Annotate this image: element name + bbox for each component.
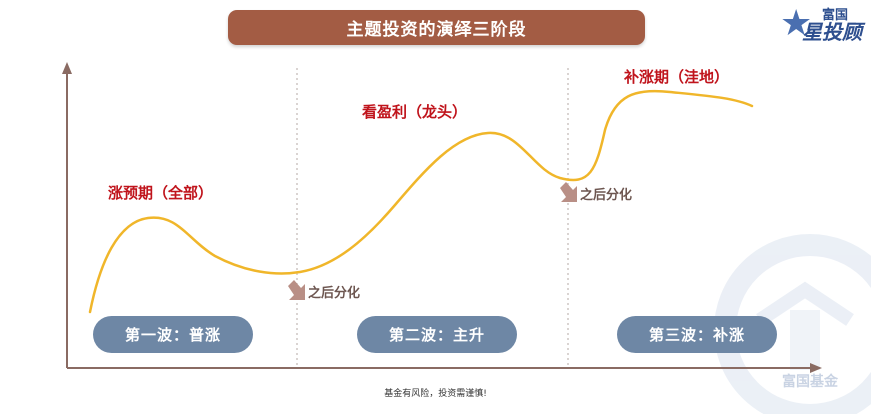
diagram-title: 主题投资的演绎三阶段 (228, 10, 645, 45)
logo-top-text: 富国 (822, 8, 849, 23)
trend-curve (88, 89, 754, 314)
divergence-note-2: 之后分化 (558, 182, 632, 204)
star-icon: ★ (780, 3, 813, 44)
watermark-text: 富国基金 (782, 374, 838, 390)
phase-label-1: 涨预期（全部） (108, 184, 214, 202)
risk-disclaimer: 基金有风险，投资需谨慎! (384, 389, 487, 399)
phase-label-3: 补涨期（洼地） (624, 68, 730, 86)
divergence-label-1: 之后分化 (308, 285, 361, 301)
axes (62, 62, 822, 373)
wave-pill-3: 第三波：补涨 (617, 316, 777, 353)
down-right-arrow-icon (288, 280, 305, 300)
phase-label-2: 看盈利（龙头） (362, 103, 468, 121)
logo-main-text: 星投顾 (802, 20, 862, 44)
wave-pill-1: 第一波：普涨 (93, 316, 253, 353)
divergence-label-2: 之后分化 (580, 187, 633, 203)
wave-pill-2: 第二波：主升 (357, 316, 517, 353)
brand-logo: ★ 富国 星投顾 (780, 3, 866, 45)
down-right-arrow-icon (560, 182, 577, 202)
divergence-note-1: 之后分化 (286, 280, 360, 302)
